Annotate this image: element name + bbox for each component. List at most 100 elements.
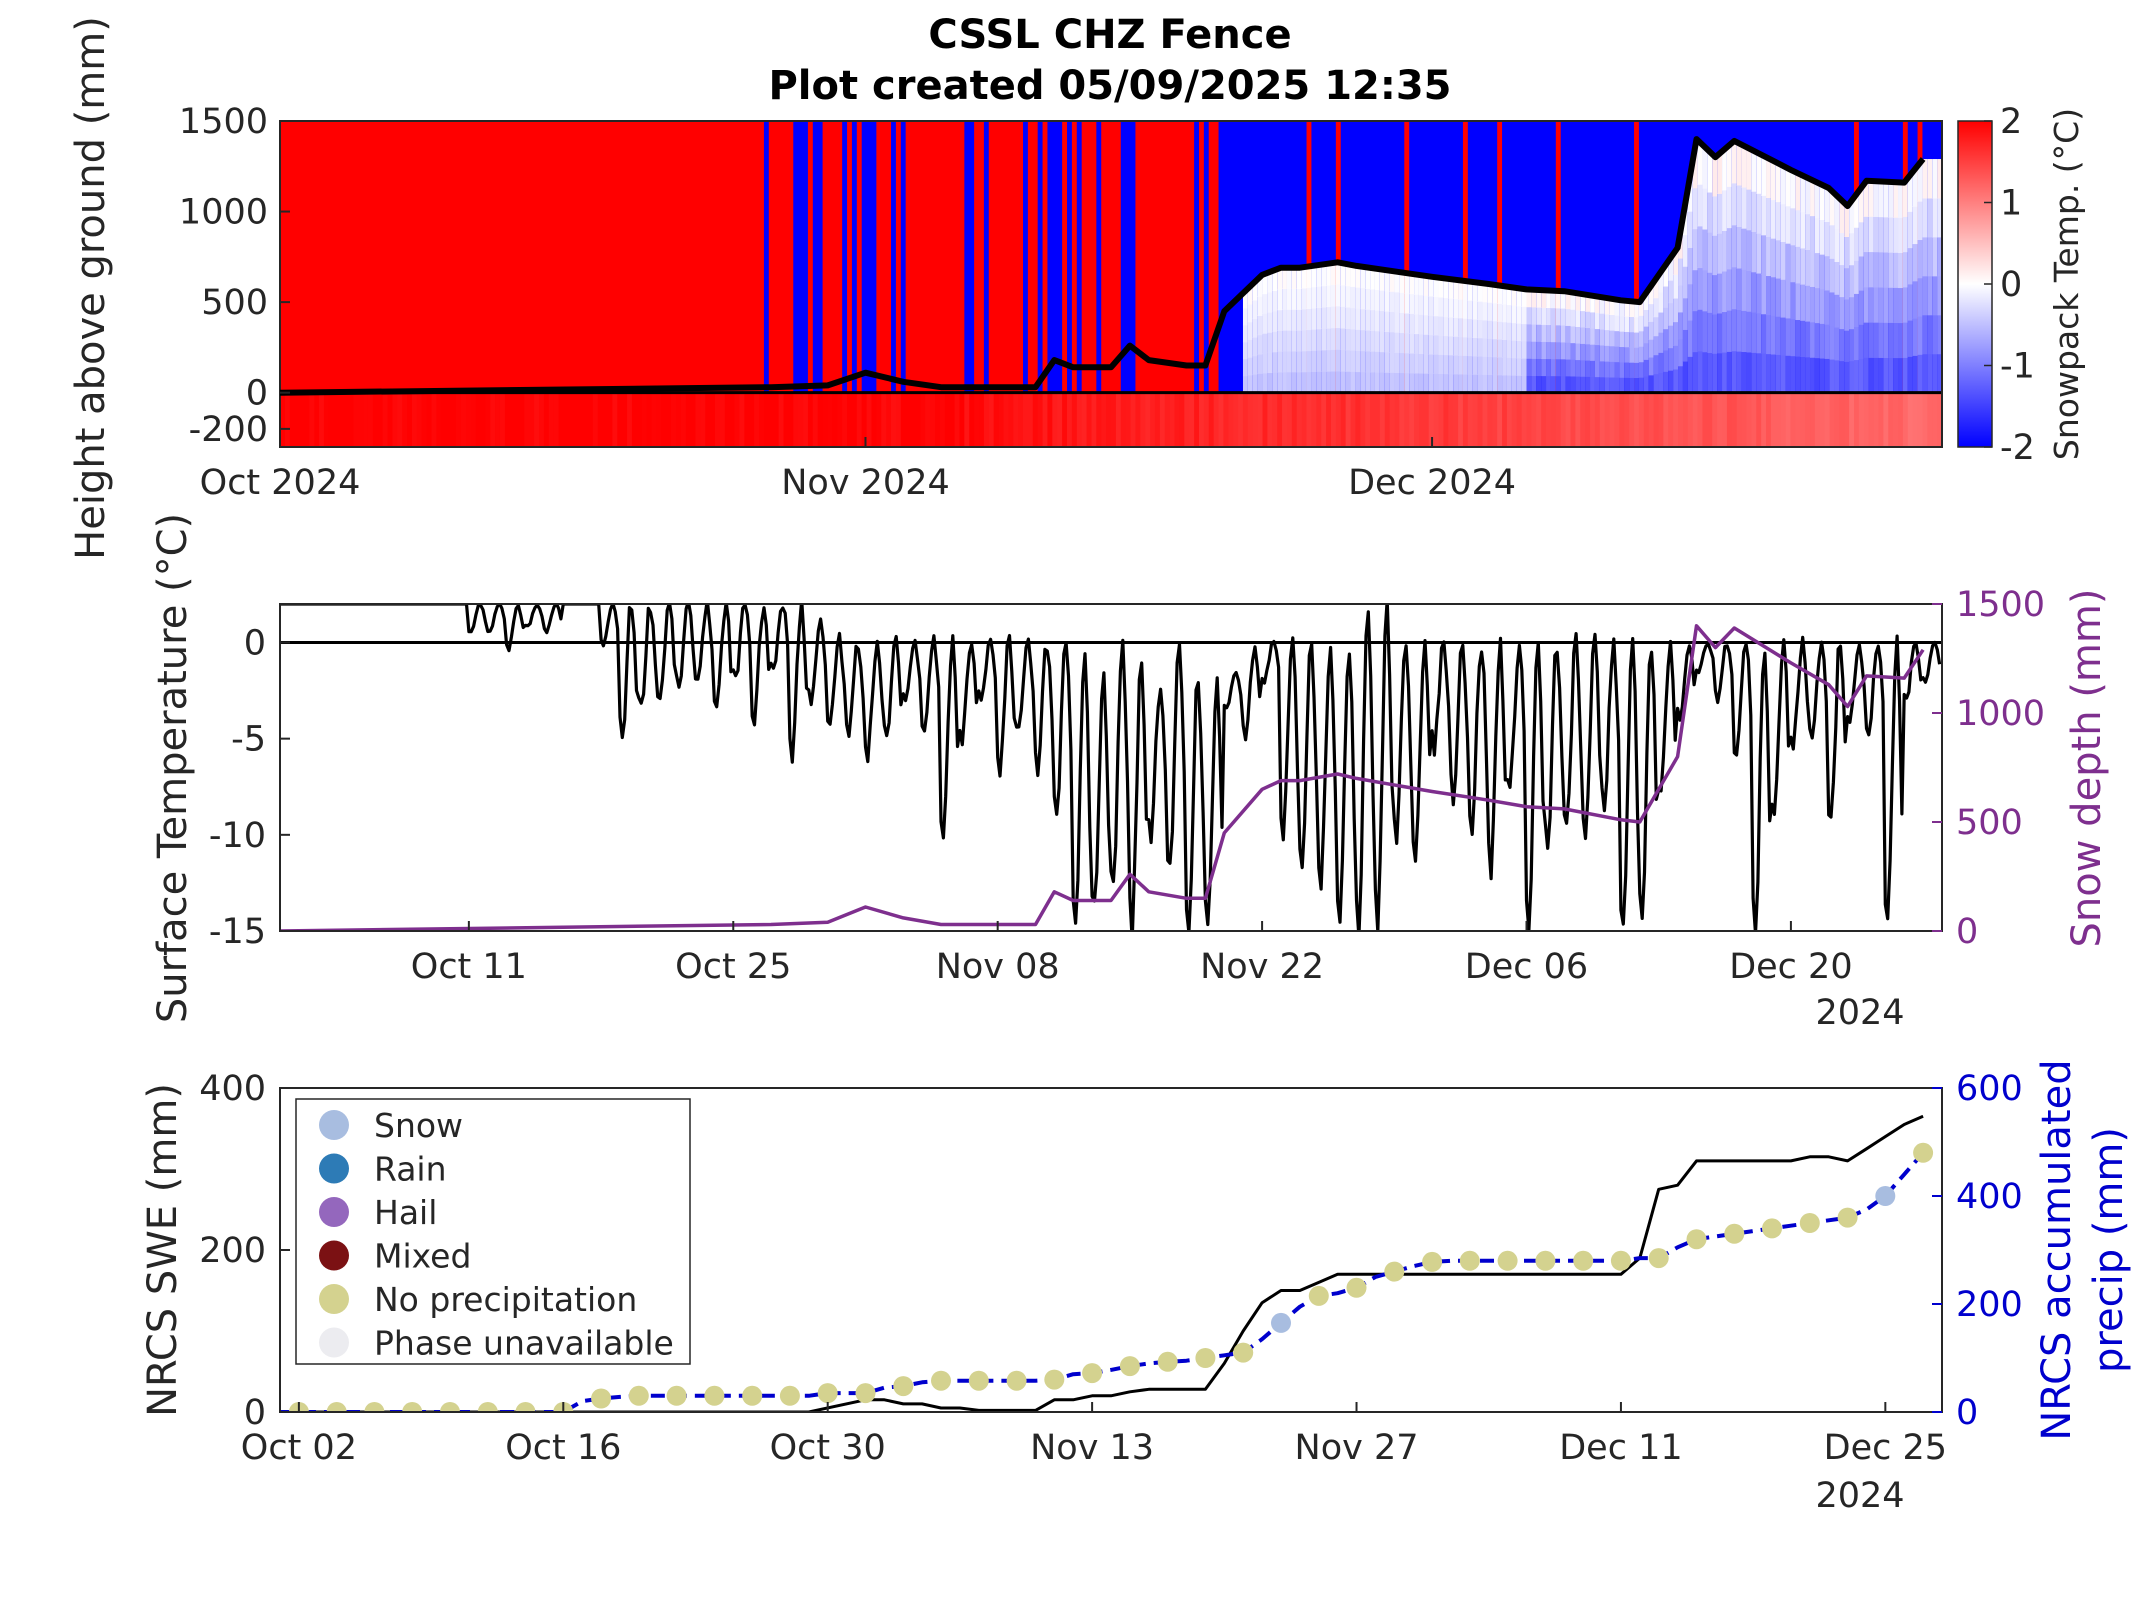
heatmap-cell [1140,392,1146,447]
heatmap-cell [856,121,863,393]
heatmap-cell [1692,228,1699,271]
heatmap-cell [661,392,667,447]
heatmap-cell [1340,371,1347,394]
snow-depth-series [280,136,1926,396]
heatmap-cell [1316,328,1322,351]
heatmap-cell [812,392,819,447]
heatmap-cell [1330,327,1337,350]
heatmap-cell [1497,339,1503,358]
heatmap-cell [1653,297,1660,318]
heatmap-cell [627,392,633,447]
heatmap-cell [1594,344,1601,362]
heatmap-cell [1438,121,1444,393]
heatmap-cell [1912,392,1919,447]
heatmap-cell [289,121,296,393]
heatmap-cell [744,392,750,447]
heatmap-cell [1526,341,1532,359]
heatmap-cell [1678,284,1684,313]
heatmap-cell [1746,189,1752,231]
heatmap-cell [680,392,687,447]
heatmap-cell [1844,298,1850,331]
heatmap-cell [842,392,848,447]
heatmap-cell [1697,309,1704,352]
heatmap-cell [1184,121,1190,393]
heatmap-cell [402,392,408,447]
panel3-year-label: 2024 [1815,1476,1904,1516]
heatmap-cell [1575,293,1581,311]
heatmap-cell [1394,372,1401,394]
heatmap-cell [1233,121,1239,393]
heatmap-cell [856,392,863,447]
heatmap-cell [651,392,657,447]
heatmap-cell [1174,392,1181,447]
heatmap-cell [1350,265,1357,287]
heatmap-cell [1604,121,1611,393]
heatmap-cell [1550,121,1557,393]
heatmap-cell [1536,121,1542,393]
heatmap-cell [543,392,550,447]
heatmap-cell [1502,121,1508,393]
heatmap-cell [1330,121,1337,393]
heatmap-cell [1267,271,1273,293]
heatmap-cell [1296,267,1303,290]
heatmap-cell [1594,328,1601,346]
panel1-frame [279,120,1943,448]
heatmap-cell [1702,229,1708,271]
heatmap-cell [1907,320,1914,357]
heatmap-cell [1345,392,1352,447]
heatmap-cell [1394,121,1401,393]
heatmap-cell [1614,330,1620,347]
heatmap-cell [333,392,340,447]
heatmap-cell [1653,121,1660,393]
heatmap-cell [1785,280,1792,319]
heatmap-cell [1849,232,1855,266]
heatmap-cell [1482,392,1488,447]
heatmap-cell [1849,200,1855,234]
heatmap-cell [666,121,672,393]
swe-series [280,1114,1924,1412]
heatmap-cell [1433,392,1440,447]
heatmap-cell [768,121,775,393]
heatmap-cell [1394,392,1401,447]
heatmap-cell [1570,359,1576,377]
heatmap-cell [1536,358,1542,377]
heatmap-cell [314,121,320,393]
x-tick-label: Nov 13 [1030,1428,1154,1468]
heatmap-cell [1697,392,1704,447]
heatmap-cell [1497,285,1503,304]
heatmap-cell [1497,356,1503,376]
heatmap-cell [1497,303,1503,322]
precip-marker [1648,1248,1669,1269]
precip-marker [1346,1277,1367,1298]
heatmap-cell [1854,227,1860,261]
heatmap-cell [773,121,780,393]
heatmap-cell [1590,121,1596,393]
heatmap-cell [979,121,985,393]
heatmap-cell [1790,281,1796,320]
heatmap-cell [1902,392,1909,447]
heatmap-cell [1458,317,1464,338]
heatmap-cell [1658,291,1664,313]
heatmap-cell [1164,392,1171,447]
heatmap-cell [1340,121,1347,393]
heatmap-cell [1340,263,1347,286]
heatmap-cell [319,121,325,393]
heatmap-cell [1492,356,1498,376]
heatmap-cell [1037,121,1044,393]
heatmap-cell [1096,121,1102,393]
heatmap-cell [778,121,785,393]
heatmap-cell [1643,326,1650,344]
legend-label: Snow [374,1106,463,1145]
heatmap-cell [1355,350,1361,373]
heatmap-cell [485,392,491,447]
heatmap-cell [519,121,526,393]
heatmap-cell [455,392,462,447]
heatmap-cell [807,392,814,447]
heatmap-cell [1487,284,1493,303]
heatmap-cell [1717,352,1723,394]
heatmap-cell [573,121,579,393]
heatmap-cell [1257,276,1264,297]
heatmap-cell [563,392,570,447]
heatmap-cell [1404,121,1410,393]
heatmap-cell [827,121,833,393]
